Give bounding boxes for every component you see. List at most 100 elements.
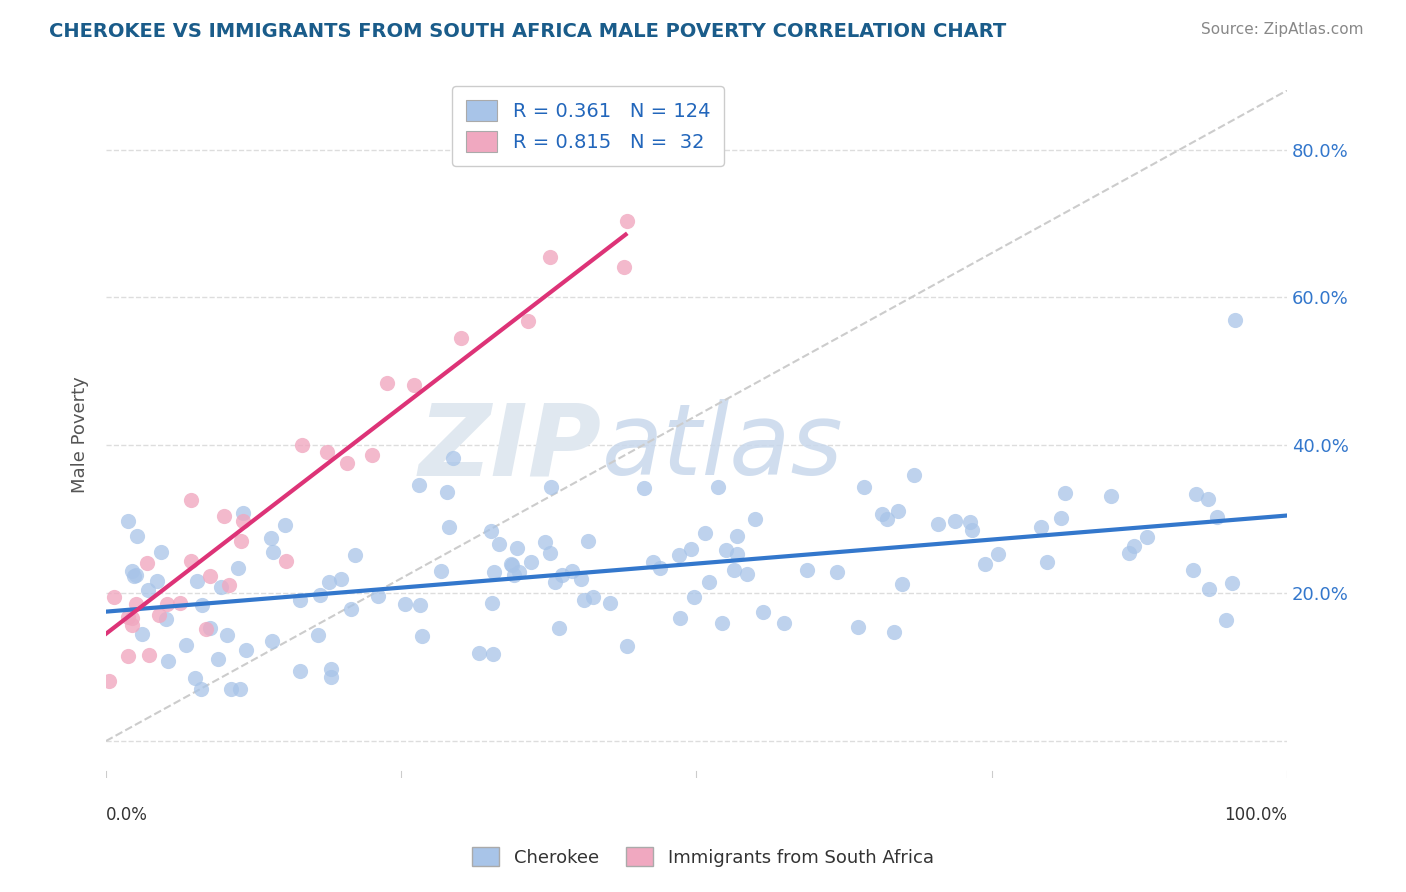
- Text: 100.0%: 100.0%: [1225, 805, 1286, 823]
- Point: [1118, 546, 1140, 560]
- Point: [340, 601, 363, 615]
- Point: [1053, 485, 1076, 500]
- Point: [180, 554, 202, 568]
- Point: [891, 576, 914, 591]
- Point: [122, 568, 145, 582]
- Point: [697, 575, 720, 590]
- Point: [1029, 520, 1052, 534]
- Point: [648, 561, 671, 575]
- Point: [309, 588, 332, 602]
- Point: [198, 621, 221, 635]
- Point: [219, 682, 242, 697]
- Point: [260, 531, 283, 545]
- Point: [367, 589, 389, 603]
- Point: [682, 591, 704, 605]
- Legend: R = 0.361   N = 124, R = 0.815   N =  32: R = 0.361 N = 124, R = 0.815 N = 32: [453, 87, 724, 166]
- Point: [796, 563, 818, 577]
- Point: [184, 671, 207, 685]
- Point: [616, 214, 638, 228]
- Point: [533, 535, 555, 549]
- Point: [501, 558, 523, 573]
- Point: [887, 504, 910, 518]
- Point: [125, 598, 148, 612]
- Point: [195, 622, 218, 636]
- Point: [408, 478, 430, 492]
- Point: [1223, 312, 1246, 326]
- Point: [375, 376, 398, 391]
- Point: [669, 611, 692, 625]
- Point: [499, 558, 522, 572]
- Point: [209, 581, 232, 595]
- Point: [121, 618, 143, 632]
- Point: [773, 616, 796, 631]
- Point: [316, 445, 339, 459]
- Point: [551, 568, 574, 582]
- Point: [436, 485, 458, 500]
- Point: [232, 506, 254, 520]
- Point: [330, 572, 353, 586]
- Point: [232, 514, 254, 528]
- Point: [707, 480, 730, 494]
- Point: [903, 467, 925, 482]
- Point: [572, 593, 595, 607]
- Point: [1136, 530, 1159, 544]
- Point: [1185, 487, 1208, 501]
- Point: [974, 557, 997, 571]
- Point: [582, 591, 605, 605]
- Point: [506, 541, 529, 555]
- Point: [1198, 582, 1220, 596]
- Point: [212, 508, 235, 523]
- Point: [125, 568, 148, 582]
- Point: [752, 605, 775, 619]
- Point: [693, 526, 716, 541]
- Point: [710, 616, 733, 631]
- Point: [190, 599, 212, 613]
- Point: [482, 566, 505, 580]
- Point: [441, 450, 464, 465]
- Point: [262, 633, 284, 648]
- Point: [927, 517, 949, 532]
- Point: [737, 566, 759, 581]
- Point: [538, 250, 561, 264]
- Point: [520, 555, 543, 569]
- Point: [274, 554, 297, 568]
- Point: [321, 670, 343, 684]
- Point: [561, 564, 583, 578]
- Point: [125, 529, 148, 543]
- Point: [229, 682, 252, 697]
- Point: [207, 652, 229, 666]
- Point: [180, 493, 202, 508]
- Point: [538, 546, 561, 560]
- Point: [229, 534, 252, 549]
- Point: [870, 507, 893, 521]
- Point: [853, 480, 876, 494]
- Point: [599, 596, 621, 610]
- Point: [960, 523, 983, 537]
- Point: [186, 574, 208, 588]
- Point: [488, 537, 510, 551]
- Point: [291, 438, 314, 452]
- Point: [569, 572, 592, 586]
- Point: [1182, 563, 1205, 577]
- Point: [959, 516, 981, 530]
- Point: [450, 331, 472, 345]
- Point: [218, 577, 240, 591]
- Point: [468, 646, 491, 660]
- Text: ZIP: ZIP: [419, 400, 602, 497]
- Point: [723, 563, 745, 577]
- Point: [121, 564, 143, 578]
- Point: [411, 629, 433, 643]
- Point: [1206, 510, 1229, 524]
- Point: [430, 564, 453, 578]
- Legend: Cherokee, Immigrants from South Africa: Cherokee, Immigrants from South Africa: [465, 840, 941, 874]
- Point: [516, 314, 538, 328]
- Point: [290, 664, 312, 678]
- Point: [149, 544, 172, 558]
- Text: 0.0%: 0.0%: [105, 805, 148, 823]
- Point: [1215, 613, 1237, 627]
- Point: [169, 596, 191, 610]
- Point: [1035, 555, 1057, 569]
- Point: [825, 565, 848, 579]
- Point: [725, 547, 748, 561]
- Point: [343, 548, 366, 562]
